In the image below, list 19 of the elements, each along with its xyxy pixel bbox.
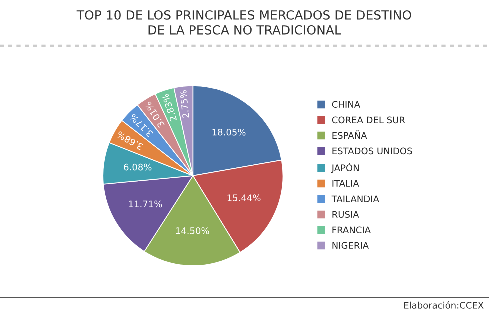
legend-label: NIGERIA <box>332 242 370 250</box>
data-label: 2.83% <box>162 94 178 122</box>
data-label: 2.75% <box>180 90 190 118</box>
data-label: 18.05% <box>212 128 246 136</box>
data-label: 6.08% <box>124 164 152 171</box>
data-label: 11.71% <box>129 200 162 208</box>
text: Elaboración:CCEX <box>404 302 484 309</box>
legend-label: JAPÓN <box>331 163 359 174</box>
legend-label: FRANCIA <box>332 226 371 234</box>
legend-label: ESPAÑA <box>332 130 368 140</box>
chart-title: TOP 10 DE LOS PRINCIPALES MERCADOS DE DESTINO DE LA PESCA NO TRADICIONAL <box>76 10 412 35</box>
legend-label: TAILANDIA <box>332 196 380 202</box>
legend-label: COREA DEL SUR <box>332 116 406 124</box>
legend-label: ITALIA <box>332 180 360 187</box>
legend-label: ESTADOS UNIDOS <box>332 148 412 155</box>
data-label: 15.44% <box>228 194 261 202</box>
legend-label: RUSIA <box>332 211 360 218</box>
data-label: 14.50% <box>176 228 210 234</box>
legend-label: CHINA <box>332 101 360 108</box>
